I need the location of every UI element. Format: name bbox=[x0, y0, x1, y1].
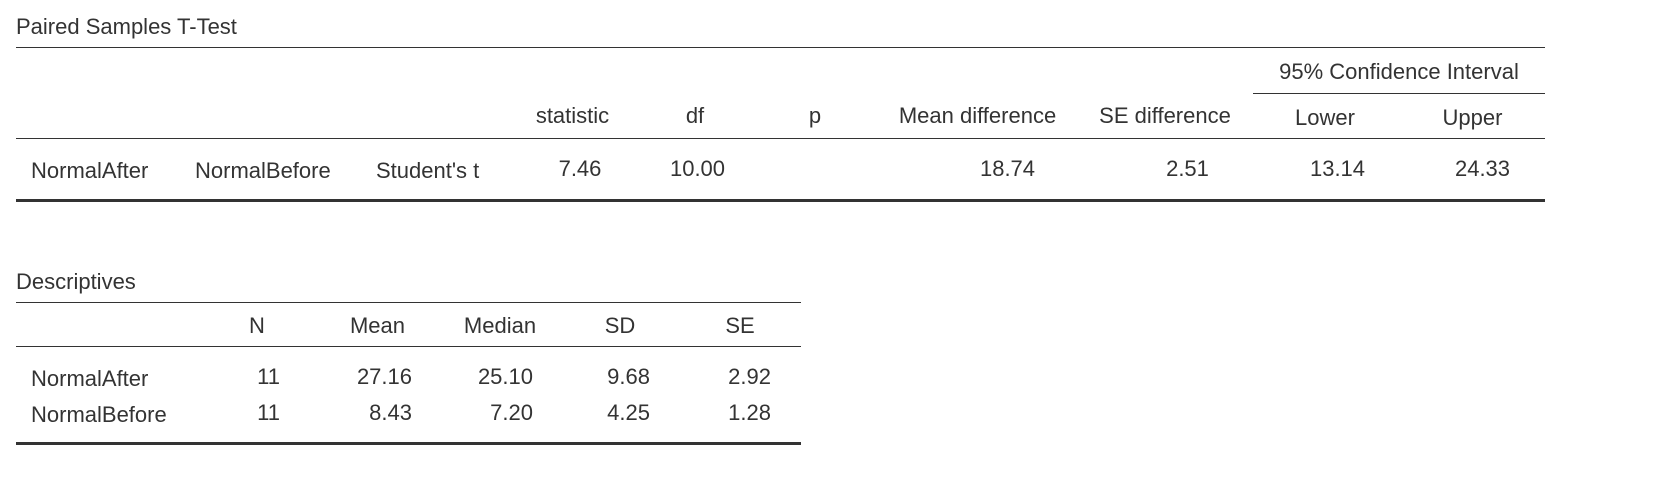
desc-row-mean: 27.16 bbox=[356, 364, 412, 389]
ttest-mean-difference: 18.74 bbox=[979, 156, 1036, 181]
header-lower: Lower bbox=[1295, 105, 1355, 130]
ttest-se-difference: 2.51 bbox=[1166, 156, 1209, 181]
ci-header: 95% Confidence Interval bbox=[1279, 59, 1519, 84]
desc-row-se: 2.92 bbox=[728, 364, 771, 389]
ttest-top-rule bbox=[16, 47, 1545, 48]
ttest-df: 10.00 bbox=[669, 156, 726, 181]
desc-row-sd: 9.68 bbox=[607, 364, 650, 389]
desc-header-mean: Mean bbox=[349, 313, 406, 338]
descriptives-title: Descriptives bbox=[16, 269, 136, 294]
ttest-statistic: 7.46 bbox=[558, 156, 602, 181]
descriptives-top-rule bbox=[16, 302, 801, 303]
ttest-title: Paired Samples T-Test bbox=[16, 14, 237, 39]
header-statistic: statistic bbox=[535, 103, 610, 128]
ttest-bottom-rule bbox=[16, 199, 1545, 202]
desc-row-label: NormalBefore bbox=[31, 402, 167, 427]
desc-row-median: 25.10 bbox=[477, 364, 533, 389]
desc-row-se: 1.28 bbox=[728, 400, 771, 425]
header-se-difference: SE difference bbox=[1099, 103, 1231, 128]
ci-header-rule bbox=[1253, 93, 1545, 94]
ttest-var1: NormalAfter bbox=[31, 158, 149, 183]
ttest-test-type: Student's t bbox=[376, 158, 480, 183]
desc-row-n: 11 bbox=[257, 364, 280, 389]
desc-row-label: NormalAfter bbox=[31, 366, 149, 391]
desc-row-sd: 4.25 bbox=[607, 400, 650, 425]
desc-header-n: N bbox=[249, 313, 265, 338]
desc-header-se: SE bbox=[725, 313, 755, 338]
header-upper: Upper bbox=[1442, 105, 1503, 130]
descriptives-bottom-rule bbox=[16, 442, 801, 445]
header-p: p bbox=[808, 103, 822, 128]
header-mean-difference: Mean difference bbox=[898, 103, 1057, 128]
header-df: df bbox=[685, 103, 705, 128]
desc-row-mean: 8.43 bbox=[369, 400, 412, 425]
desc-row-n: 11 bbox=[257, 400, 280, 425]
desc-row-median: 7.20 bbox=[490, 400, 533, 425]
desc-header-sd: SD bbox=[604, 313, 636, 338]
ttest-header-rule bbox=[16, 138, 1545, 139]
desc-header-median: Median bbox=[463, 313, 537, 338]
descriptives-header-rule bbox=[16, 346, 801, 347]
ttest-ci-lower: 13.14 bbox=[1309, 156, 1366, 181]
ttest-var2: NormalBefore bbox=[195, 158, 331, 183]
ttest-ci-upper: 24.33 bbox=[1454, 156, 1511, 181]
